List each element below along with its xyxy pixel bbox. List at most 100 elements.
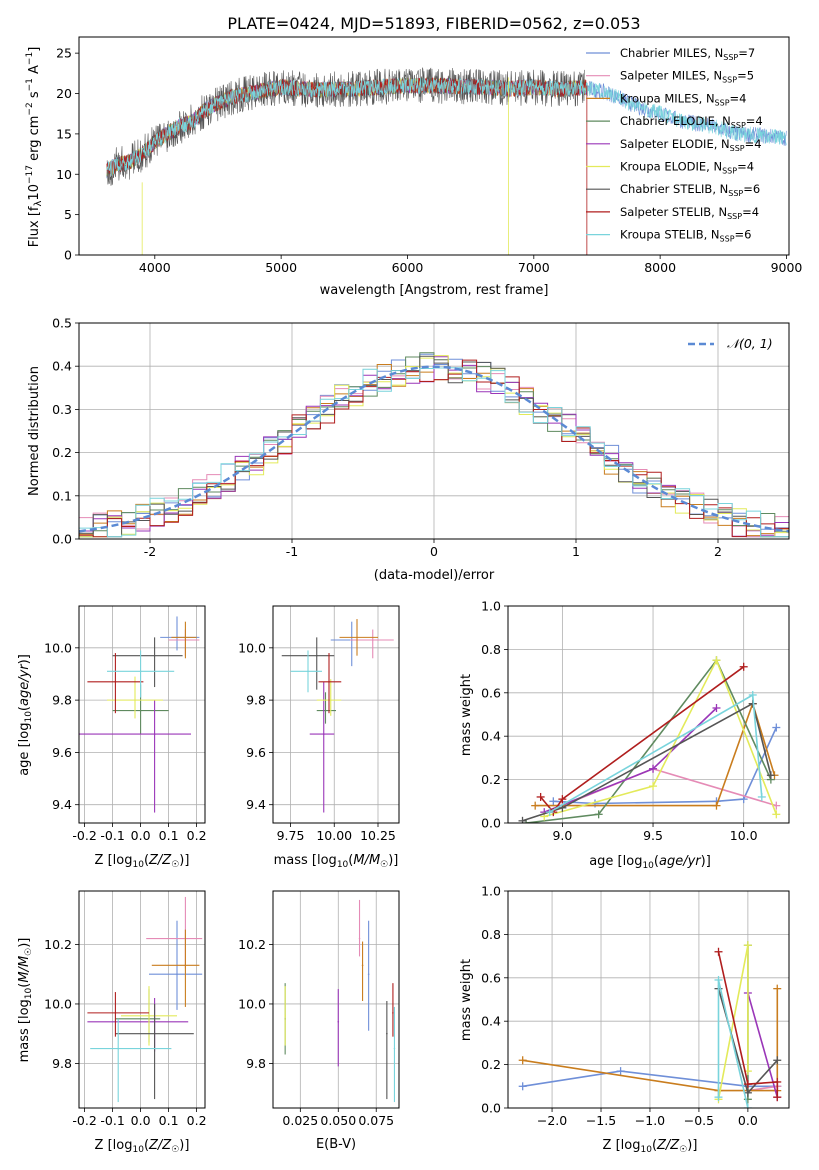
point-chabrier-miles (367, 973, 370, 976)
x-tick-label: 10.0 (730, 828, 758, 843)
y-tick-label: 0.4 (481, 1014, 501, 1029)
y-tick-label: 0.8 (481, 927, 501, 942)
weight-line-salpeter-stelib (717, 951, 779, 1098)
axes-frame (507, 605, 790, 824)
axes-frame (78, 605, 206, 824)
point-chabrier-stelib (315, 654, 318, 657)
legend-label-salpeter-stelib: Salpeter STELIB, NSSP=4 (620, 205, 759, 221)
mass-vs-metallicity-xlabel: Z [log10(Z/Z☉)] (95, 1138, 190, 1155)
mass-weight-vs-age-ylabel: mass weight (459, 674, 474, 756)
mass-weight-vs-metallicity-ylabel: mass weight (459, 959, 474, 1041)
mass-weight-vs-age-xlabel: age [log10(age/yr)] (589, 854, 711, 871)
legend-label-chabrier-miles: Chabrier MILES, NSSP=7 (620, 46, 755, 62)
point-kroupa-stelib (117, 1047, 119, 1050)
x-tick-label: −0.5 (684, 1113, 714, 1128)
point-kroupa-miles (184, 964, 187, 967)
age-vs-mass-panel: mass [log10(M/M☉)] 9.75 10.00 10.25 9.4 9.6 9… (238, 605, 400, 870)
x-tick-label: 0.050 (320, 1113, 356, 1128)
x-tick-label: 9.0 (552, 828, 572, 843)
x-tick-label: 9.75 (277, 828, 305, 843)
legend-value: =5 (737, 69, 754, 83)
x-tick-label: 1 (572, 544, 580, 559)
weight-line-kroupa-miles (535, 701, 776, 807)
weight-line-chabrier-miles (522, 1070, 778, 1088)
x-tick-label: −1.0 (635, 1113, 665, 1128)
histogram-salpeter-stelib (79, 359, 789, 538)
y-tick-label: 25 (56, 46, 72, 61)
legend-sub: SSP (722, 76, 737, 85)
y-tick-label: 5 (64, 207, 72, 222)
x-tick-label: 0.2 (187, 828, 207, 843)
y-tick-label: 0.4 (481, 729, 501, 744)
x-tick-label: 0.1 (159, 1113, 179, 1128)
plot-area (518, 941, 782, 1108)
point-kroupa-miles (361, 964, 364, 967)
legend-value: =6 (743, 182, 760, 196)
legend-sub: SSP (731, 121, 746, 130)
x-tick-label: 10.25 (360, 828, 396, 843)
x-tick-label: -0.2 (72, 828, 96, 843)
axes-frame (272, 890, 400, 1109)
mass-vs-metallicity-ylabel: mass [log10(M/M☉)] (17, 938, 34, 1063)
x-tick-label: 9.5 (643, 828, 663, 843)
mass-weight-vs-metallicity-xlabel: Z [log10(Z/Z☉)] (603, 1138, 698, 1155)
y-tick-label: 1.0 (481, 599, 501, 614)
y-tick-label: 9.8 (246, 693, 266, 708)
y-tick-label: 10.0 (44, 996, 72, 1011)
x-tick-label: 0.075 (358, 1113, 394, 1128)
x-tick-label: 2 (714, 544, 722, 559)
x-tick-label: -1 (286, 544, 298, 559)
y-tick-label: 0 (64, 248, 72, 263)
x-tick-label: 4000 (139, 260, 171, 275)
y-tick-label: 9.8 (52, 693, 72, 708)
x-tick-label: −2.0 (537, 1113, 567, 1128)
residuals-xlabel: (data-model)/error (374, 568, 495, 583)
spectrum-panel: wavelength [Angstrom, rest frame] Flux [… (25, 36, 803, 298)
plot-area (79, 616, 200, 813)
legend-label-kroupa-stelib: Kroupa STELIB, NSSP=6 (620, 228, 751, 244)
y-tick-label: 10.2 (44, 937, 72, 952)
x-tick-label: 0.1 (159, 828, 179, 843)
y-tick-label: 0.0 (481, 816, 501, 831)
spectrum-ylabel: Flux [fλ10−17 erg cm−2 s−1 A−1] (25, 47, 44, 248)
age-vs-metallicity-ylabel: age [log10(age/yr)] (17, 654, 34, 776)
y-tick-label: 0.2 (481, 772, 501, 787)
mass-weight-vs-metallicity-panel: Z [log10(Z/Z☉)] mass weight −2.0 −1.5 −1.0… (459, 884, 790, 1155)
legend-value: =7 (738, 46, 755, 60)
age-vs-metallicity-xlabel: Z [log10(Z/Z☉)] (95, 853, 190, 870)
y-tick-label: 15 (56, 126, 72, 141)
legend-sub: SSP (723, 53, 738, 62)
y-tick-label: 9.8 (52, 1056, 72, 1071)
point-chabrier-elodie (324, 709, 327, 712)
legend-label-kroupa-miles: Kroupa MILES, NSSP=4 (620, 91, 746, 107)
point-chabrier-stelib (153, 654, 156, 657)
y-tick-label: 0.5 (52, 316, 72, 331)
point-chabrier-miles (176, 973, 178, 976)
axes-frame (78, 890, 206, 1109)
mass-vs-metallicity-panel: Z [log10(Z/Z☉)] mass [log10(M/M☉)] -0.2-… (17, 890, 207, 1155)
legend-value: =4 (746, 114, 763, 128)
plot-area (106, 67, 787, 255)
legend-sub: SSP (715, 98, 730, 107)
point-salpeter-miles (371, 639, 374, 641)
plot-area (518, 656, 781, 823)
legend-label-chabrier-elodie: Chabrier ELODIE, NSSP=4 (620, 114, 763, 130)
point-chabrier-stelib (153, 1032, 156, 1035)
y-tick-label: 9.6 (246, 745, 266, 760)
point-kroupa-elodie (284, 1015, 286, 1017)
residuals-ylabel: Normed distribution (27, 366, 42, 496)
legend-label-normal: 𝒩(0, 1) (727, 336, 773, 351)
histogram-kroupa-stelib (79, 367, 789, 538)
legend-value: =4 (745, 137, 762, 151)
point-salpeter-elodie (153, 733, 156, 735)
legend-value: =4 (730, 91, 747, 105)
point-chabrier-stelib (386, 1032, 388, 1035)
x-tick-label: 9000 (771, 260, 803, 275)
weight-line-kroupa-stelib (549, 693, 763, 813)
axes-frame (272, 605, 400, 824)
y-tick-label: 0.6 (481, 685, 501, 700)
point-kroupa-elodie (329, 699, 332, 701)
plot-area (281, 619, 394, 813)
point-kroupa-stelib (139, 670, 142, 673)
x-tick-label: 0.0 (131, 828, 151, 843)
